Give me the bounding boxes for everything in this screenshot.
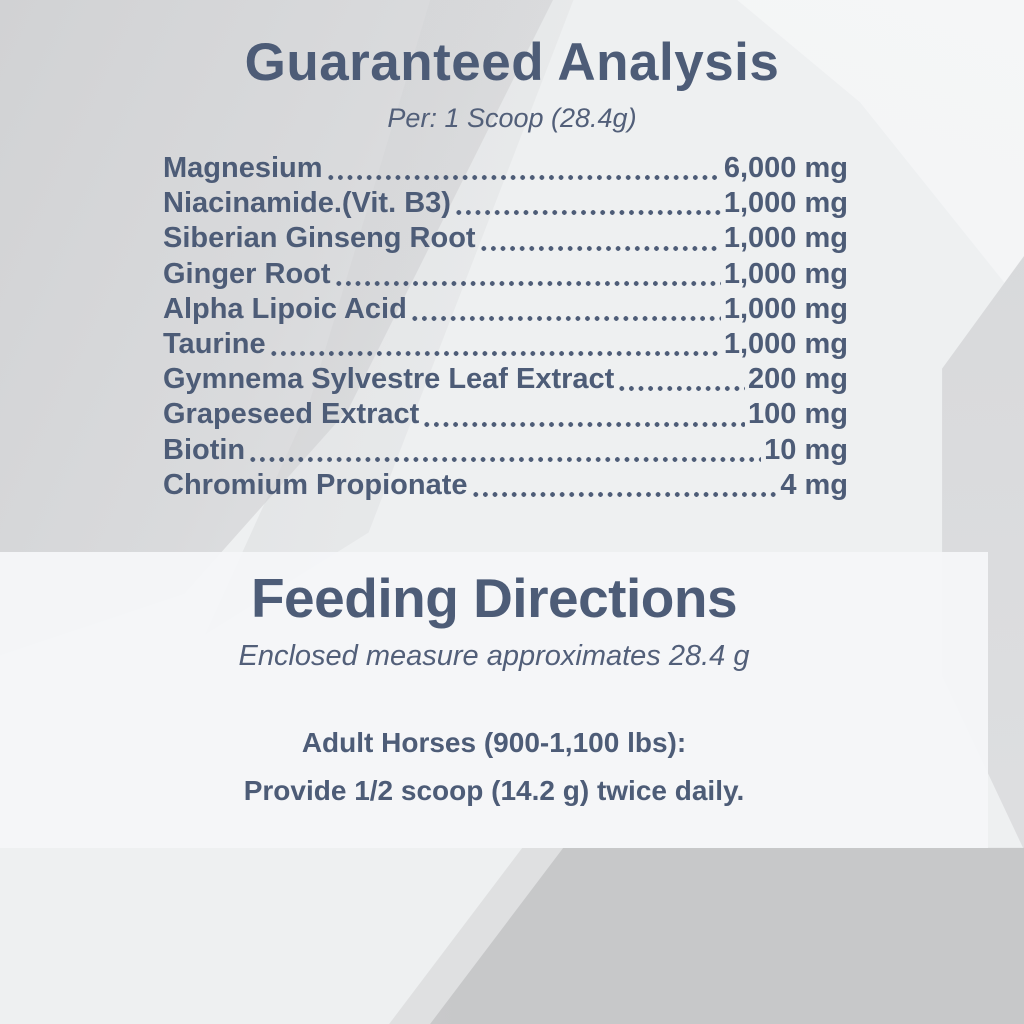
dot-leader bbox=[478, 245, 721, 251]
nutrient-name: Magnesium bbox=[163, 152, 323, 184]
nutrient-row: Magnesium 6,000 mg bbox=[163, 152, 848, 187]
dot-leader bbox=[422, 421, 746, 427]
nutrient-row: Biotin 10 mg bbox=[163, 434, 848, 469]
nutrient-amount: 1,000 mg bbox=[723, 327, 848, 360]
nutrient-name: Taurine bbox=[163, 327, 266, 360]
nutrient-amount: 1,000 mg bbox=[723, 187, 848, 220]
nutrient-amount: 1,000 mg bbox=[723, 222, 848, 255]
dot-leader bbox=[325, 175, 721, 181]
dot-leader bbox=[333, 280, 721, 286]
nutrient-row: Chromium Propionate 4 mg bbox=[163, 469, 848, 504]
nutrient-row: Taurine 1,000 mg bbox=[163, 328, 848, 363]
nutrient-name: Gymnema Sylvestre Leaf Extract bbox=[163, 363, 615, 396]
nutrient-name: Ginger Root bbox=[163, 257, 331, 290]
feeding-directions-panel: Feeding Directions Enclosed measure appr… bbox=[0, 552, 988, 848]
dosage-heading: Adult Horses (900-1,100 lbs): bbox=[301, 727, 687, 758]
nutrient-amount: 100 mg bbox=[748, 398, 848, 431]
nutrient-name: Niacinamide.(Vit. B3) bbox=[163, 187, 451, 220]
nutrient-row: Alpha Lipoic Acid 1,000 mg bbox=[163, 293, 848, 328]
guaranteed-analysis-header: Guaranteed Analysis Per: 1 Scoop (28.4g) bbox=[0, 32, 1024, 134]
guaranteed-analysis-title: Guaranteed Analysis bbox=[244, 33, 780, 92]
dot-leader bbox=[409, 315, 721, 321]
nutrient-row: Ginger Root 1,000 mg bbox=[163, 258, 848, 293]
nutrient-amount: 1,000 mg bbox=[723, 257, 848, 290]
dot-leader bbox=[617, 386, 746, 392]
nutrient-name: Chromium Propionate bbox=[163, 468, 468, 501]
dot-leader bbox=[248, 456, 762, 462]
nutrient-name: Alpha Lipoic Acid bbox=[163, 292, 407, 325]
dot-leader bbox=[268, 351, 721, 357]
nutrient-row: Niacinamide.(Vit. B3) 1,000 mg bbox=[163, 187, 848, 222]
feeding-directions-title: Feeding Directions bbox=[250, 567, 738, 629]
nutrient-amount: 4 mg bbox=[780, 468, 848, 501]
nutrient-name: Grapeseed Extract bbox=[163, 398, 420, 431]
nutrient-name: Siberian Ginseng Root bbox=[163, 222, 476, 255]
dot-leader bbox=[453, 210, 721, 216]
nutrient-amount: 10 mg bbox=[764, 433, 848, 466]
nutrient-list: Magnesium 6,000 mg Niacinamide.(Vit. B3)… bbox=[163, 152, 848, 504]
nutrient-amount: 6,000 mg bbox=[723, 152, 848, 184]
serving-size-subtitle: Per: 1 Scoop (28.4g) bbox=[387, 103, 637, 133]
nutrient-row: Gymnema Sylvestre Leaf Extract 200 mg bbox=[163, 363, 848, 398]
nutrient-name: Biotin bbox=[163, 433, 246, 466]
dosage-instruction: Provide 1/2 scoop (14.2 g) twice daily. bbox=[243, 775, 745, 806]
nutrient-row: Grapeseed Extract 100 mg bbox=[163, 398, 848, 433]
measure-subtitle: Enclosed measure approximates 28.4 g bbox=[238, 640, 750, 672]
nutrient-amount: 1,000 mg bbox=[723, 292, 848, 325]
nutrient-row: Siberian Ginseng Root 1,000 mg bbox=[163, 222, 848, 257]
nutrient-amount: 200 mg bbox=[748, 363, 848, 396]
dot-leader bbox=[470, 491, 778, 497]
